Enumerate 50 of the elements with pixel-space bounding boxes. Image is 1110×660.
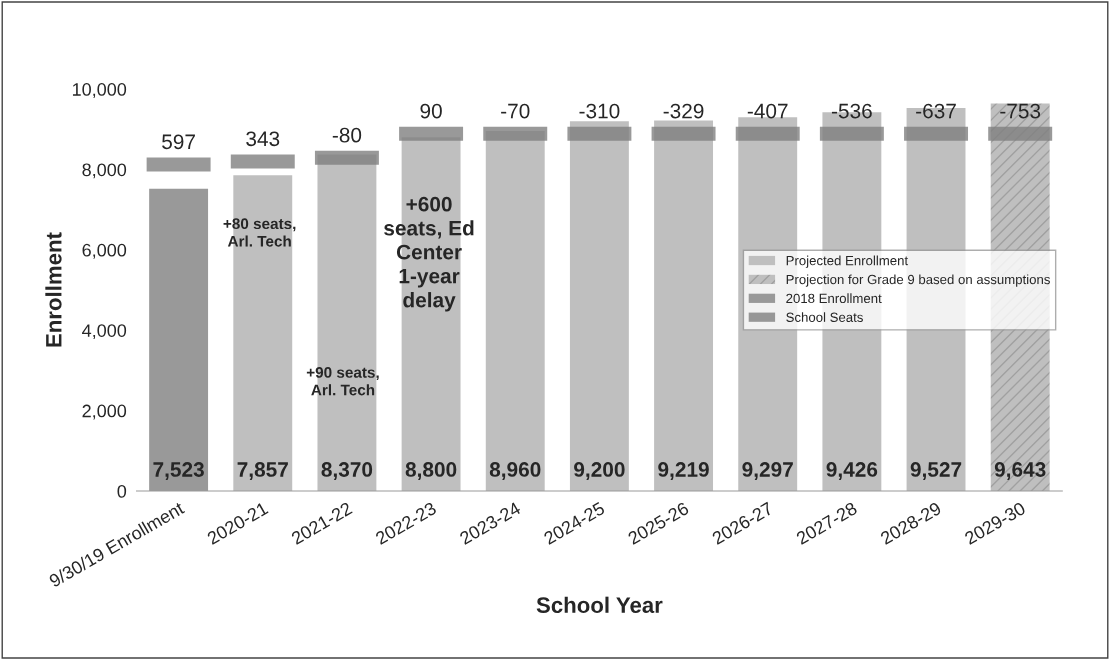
data-label: 9,219 [658,462,709,480]
legend-label: School Seats [786,312,863,322]
y-tick-label: 8,000 [82,163,127,179]
bar [654,120,714,492]
data-label: 9,200 [574,462,625,480]
bar [988,126,1053,141]
bar [146,157,211,172]
data-label: 7,523 [153,462,204,480]
annotation: +90 seats, Arl. Tech [306,367,379,396]
bar [399,126,464,141]
data-label: 9,426 [826,462,878,480]
y-tick-label: 2,000 [82,404,127,420]
bar [314,150,379,165]
y-axis-title: Enrollment [45,232,62,347]
data-label: 8,370 [321,462,373,480]
bar [735,126,800,141]
annotation: -70 [501,103,530,119]
annotation: 597 [162,134,195,150]
annotation: -310 [579,103,620,119]
legend-label: 2018 Enrollment [786,293,882,304]
annotation: -753 [1000,103,1041,119]
y-tick-label: 4,000 [82,324,127,340]
annotation: -536 [831,103,872,119]
annotation: -80 [332,127,362,143]
annotation: -407 [747,103,788,119]
bar [819,126,884,141]
bar [569,121,629,492]
annotation: -329 [663,103,704,119]
data-label: 9,643 [994,462,1046,480]
legend-label: Projected Enrollment [786,255,909,268]
annotation: 343 [246,131,280,147]
data-label: 8,800 [405,462,457,480]
bar [904,126,969,141]
annotation: +80 seats, Arl. Tech [223,218,296,247]
data-label: 9,297 [742,462,793,480]
annotation: -637 [916,103,956,119]
bar [567,126,632,141]
data-label: 7,857 [237,462,288,480]
bar [651,126,716,141]
x-axis-title: School Year [536,596,663,613]
legend-label: Projection for Grade 9 based on assumptions [786,274,1050,287]
y-tick-label: 10,000 [72,83,127,98]
data-label: 8,960 [489,462,541,480]
annotation: +600 seats, Ed Center 1-year delay [384,196,474,312]
data-label: 9,527 [910,462,962,480]
y-tick-label: 0 [117,484,127,498]
y-tick-label: 6,000 [82,243,127,259]
bar [483,126,548,141]
bar [230,154,295,169]
annotation: 90 [420,103,442,119]
